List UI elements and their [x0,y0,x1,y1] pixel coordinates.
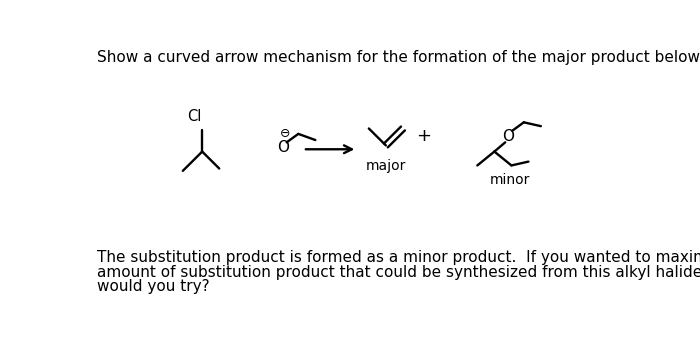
Text: Show a curved arrow mechanism for the formation of the major product below.: Show a curved arrow mechanism for the fo… [97,50,700,65]
Text: minor: minor [490,173,530,187]
Text: ⊖: ⊖ [280,127,290,140]
Text: O: O [276,140,289,155]
Text: Cl: Cl [188,109,202,124]
Text: +: + [416,127,431,145]
Text: amount of substitution product that could be synthesized from this alkyl halide,: amount of substitution product that coul… [97,265,700,280]
Text: O: O [503,129,514,144]
Text: would you try?: would you try? [97,279,209,294]
Text: major: major [365,159,406,173]
Text: The substitution product is formed as a minor product.  If you wanted to maximiz: The substitution product is formed as a … [97,250,700,265]
